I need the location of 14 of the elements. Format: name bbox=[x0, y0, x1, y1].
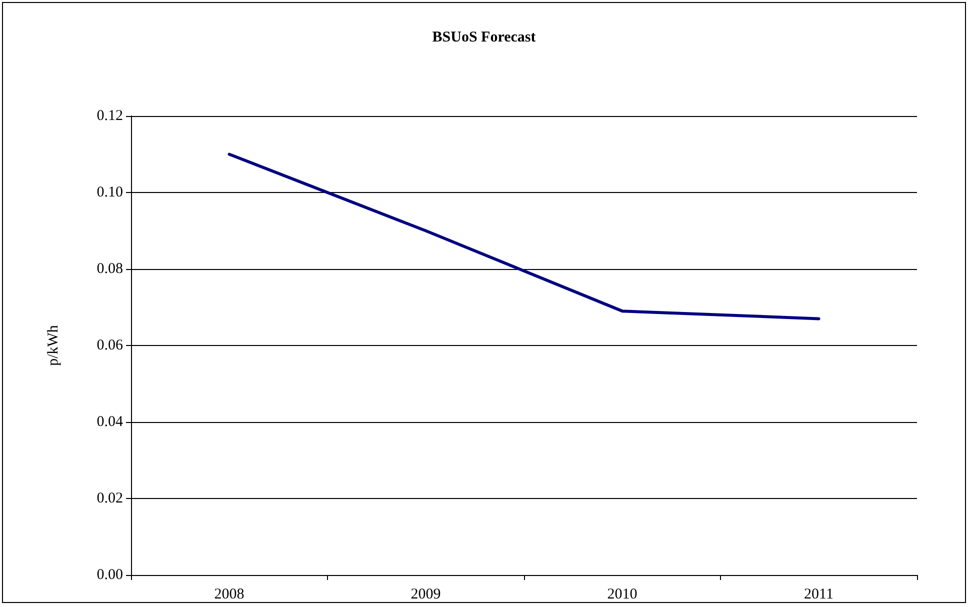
x-tick-label: 2008 bbox=[214, 586, 244, 602]
y-tick-label: 0.12 bbox=[96, 108, 123, 124]
line-series bbox=[228, 152, 820, 320]
y-tick-label: 0.00 bbox=[96, 567, 123, 583]
x-tick-label: 2011 bbox=[804, 586, 834, 602]
y-tick-label: 0.10 bbox=[96, 184, 123, 200]
chart-title: BSUoS Forecast bbox=[432, 30, 536, 46]
x-tick-label: 2010 bbox=[607, 586, 638, 602]
y-tick-label: 0.06 bbox=[96, 338, 124, 354]
y-tick-label: 0.08 bbox=[96, 261, 123, 277]
y-tick-label: 0.04 bbox=[96, 414, 124, 430]
x-tick-label: 2009 bbox=[410, 586, 441, 602]
y-axis-title: p/kWh bbox=[46, 324, 62, 366]
y-tick-label: 0.02 bbox=[96, 490, 123, 506]
